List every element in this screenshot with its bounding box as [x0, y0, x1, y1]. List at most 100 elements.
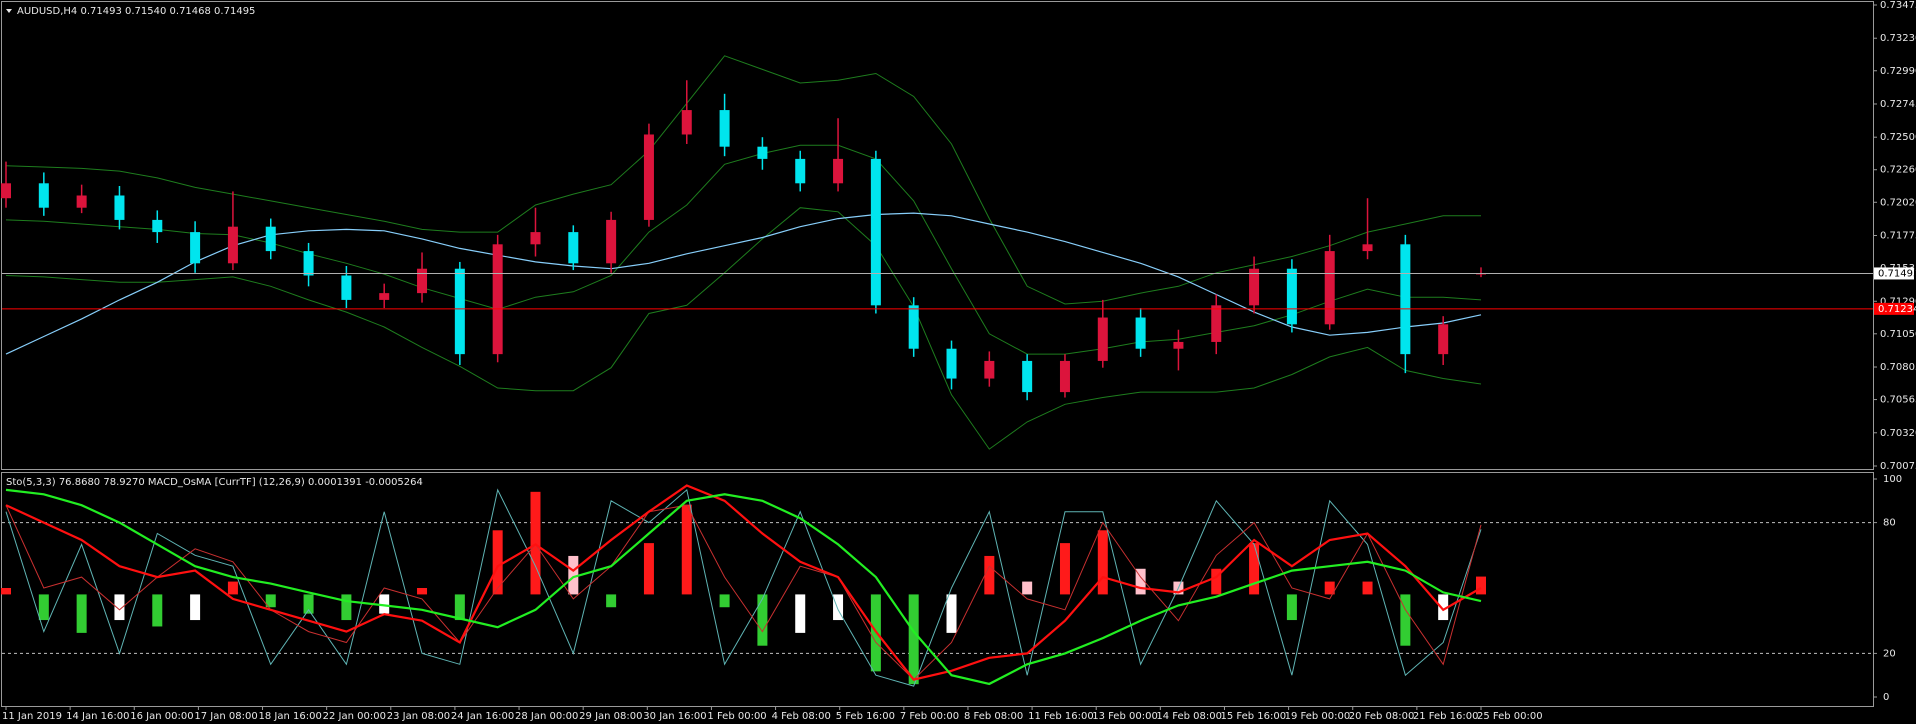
osma-bar [606, 594, 617, 608]
candle-body [1059, 360, 1070, 393]
osma-bar [530, 491, 541, 595]
x-tick-label: 28 Jan 00:00 [515, 711, 578, 722]
candle-body [1097, 317, 1108, 361]
y-tick-label: 0.70565 [1880, 395, 1916, 406]
y-tick-label: 0 [1883, 692, 1889, 703]
osma-bar [417, 588, 428, 595]
x-tick-label: 18 Jan 16:00 [259, 711, 322, 722]
alert-line-tag [1874, 302, 1914, 315]
x-tick-label: 30 Jan 16:00 [643, 711, 706, 722]
x-tick-label: 8 Feb 08:00 [964, 711, 1023, 722]
osma-bar [492, 530, 503, 595]
osma-bar [1324, 581, 1335, 595]
osma-bar [341, 594, 352, 621]
osma-bar [1097, 530, 1108, 595]
osma-bar [643, 543, 654, 595]
band-lower [5, 207, 1482, 450]
candle-body [1, 183, 11, 199]
candle-body [492, 244, 503, 355]
y-tick-label: 0.70075 [1880, 461, 1916, 472]
osma-bar [681, 504, 692, 595]
candle-body [1438, 324, 1449, 355]
osma-bar [1438, 594, 1449, 621]
x-tick-label: 13 Feb 00:00 [1092, 711, 1158, 722]
osma-bar [984, 555, 995, 595]
osma-bar [1135, 568, 1146, 595]
osma-bar [795, 594, 806, 633]
osma-bar [757, 594, 768, 646]
osma-bar [303, 594, 314, 614]
candle-body [1324, 251, 1335, 325]
candle-body [1135, 317, 1146, 349]
candle-body [1286, 268, 1297, 325]
x-tick-label: 17 Jan 08:00 [194, 711, 257, 722]
candle-body [757, 146, 768, 159]
y-tick-label: 0.71775 [1880, 231, 1916, 242]
x-tick-label: 19 Feb 00:00 [1285, 711, 1351, 722]
osma-bar [265, 594, 276, 608]
y-tick-label: 0.73475 [1880, 0, 1916, 11]
osma-bar [190, 594, 201, 621]
band-upper [5, 55, 1481, 305]
slow-signal-line [5, 488, 1482, 686]
candle-body [1362, 244, 1373, 252]
candle-body [1173, 341, 1184, 349]
candle-body [833, 158, 844, 184]
candle-body [265, 226, 276, 252]
osma-bar [114, 594, 125, 621]
x-tick-label: 11 Jan 2019 [2, 711, 62, 722]
osma-bar [908, 594, 919, 685]
candle-body [114, 195, 125, 220]
candle-body [227, 226, 238, 264]
osma-bar [833, 594, 844, 621]
x-tick-label: 24 Jan 16:00 [451, 711, 514, 722]
candle-body [795, 158, 806, 184]
osma-bar [38, 594, 49, 621]
price-line-tag [1874, 267, 1914, 280]
candle-body [152, 219, 163, 233]
osma-bar [1400, 594, 1411, 646]
candle-body [454, 268, 465, 355]
x-tick-label: 21 Feb 16:00 [1413, 711, 1479, 722]
x-tick-label: 1 Feb 00:00 [707, 711, 766, 722]
y-tick-label: 100 [1883, 474, 1902, 485]
candle-body [417, 268, 428, 294]
osma-bar [946, 594, 957, 633]
candle-body [341, 275, 352, 300]
candle-body [568, 232, 579, 264]
alert-line-label: 0.71234 [1878, 304, 1916, 315]
osma-bar [1211, 568, 1222, 595]
x-tick-label: 11 Feb 16:00 [1028, 711, 1094, 722]
candle-body [530, 232, 541, 245]
x-tick-label: 29 Jan 08:00 [579, 711, 642, 722]
stoch-d-line [5, 504, 1482, 681]
candle-body [303, 251, 314, 276]
x-tick-label: 14 Jan 16:00 [66, 711, 129, 722]
stoch-k-line [5, 488, 1482, 687]
x-tick-label: 22 Jan 00:00 [323, 711, 386, 722]
osma-bar [1476, 576, 1486, 595]
x-tick-label: 15 Feb 16:00 [1220, 711, 1286, 722]
candle-body [908, 305, 919, 349]
indicator-pane-title: Sto(5,3,3) 76.8680 78.9270 MACD_OsMA [Cu… [6, 477, 423, 488]
y-tick-label: 0.72745 [1880, 99, 1916, 110]
x-tick-label: 7 Feb 00:00 [900, 711, 959, 722]
osma-bar [379, 594, 390, 614]
y-tick-label: 80 [1883, 518, 1896, 529]
candle-body [984, 360, 995, 379]
candle-body [379, 293, 390, 300]
osma-bar [719, 594, 730, 608]
price-pane-title: AUDUSD,H4 0.71493 0.71540 0.71468 0.7149… [17, 6, 255, 17]
osma-bar [76, 594, 87, 633]
candle-body [76, 195, 87, 208]
menu-arrow[interactable] [6, 9, 12, 13]
